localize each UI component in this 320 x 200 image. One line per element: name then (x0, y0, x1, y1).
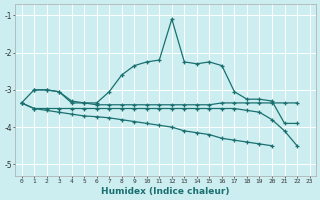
X-axis label: Humidex (Indice chaleur): Humidex (Indice chaleur) (101, 187, 230, 196)
